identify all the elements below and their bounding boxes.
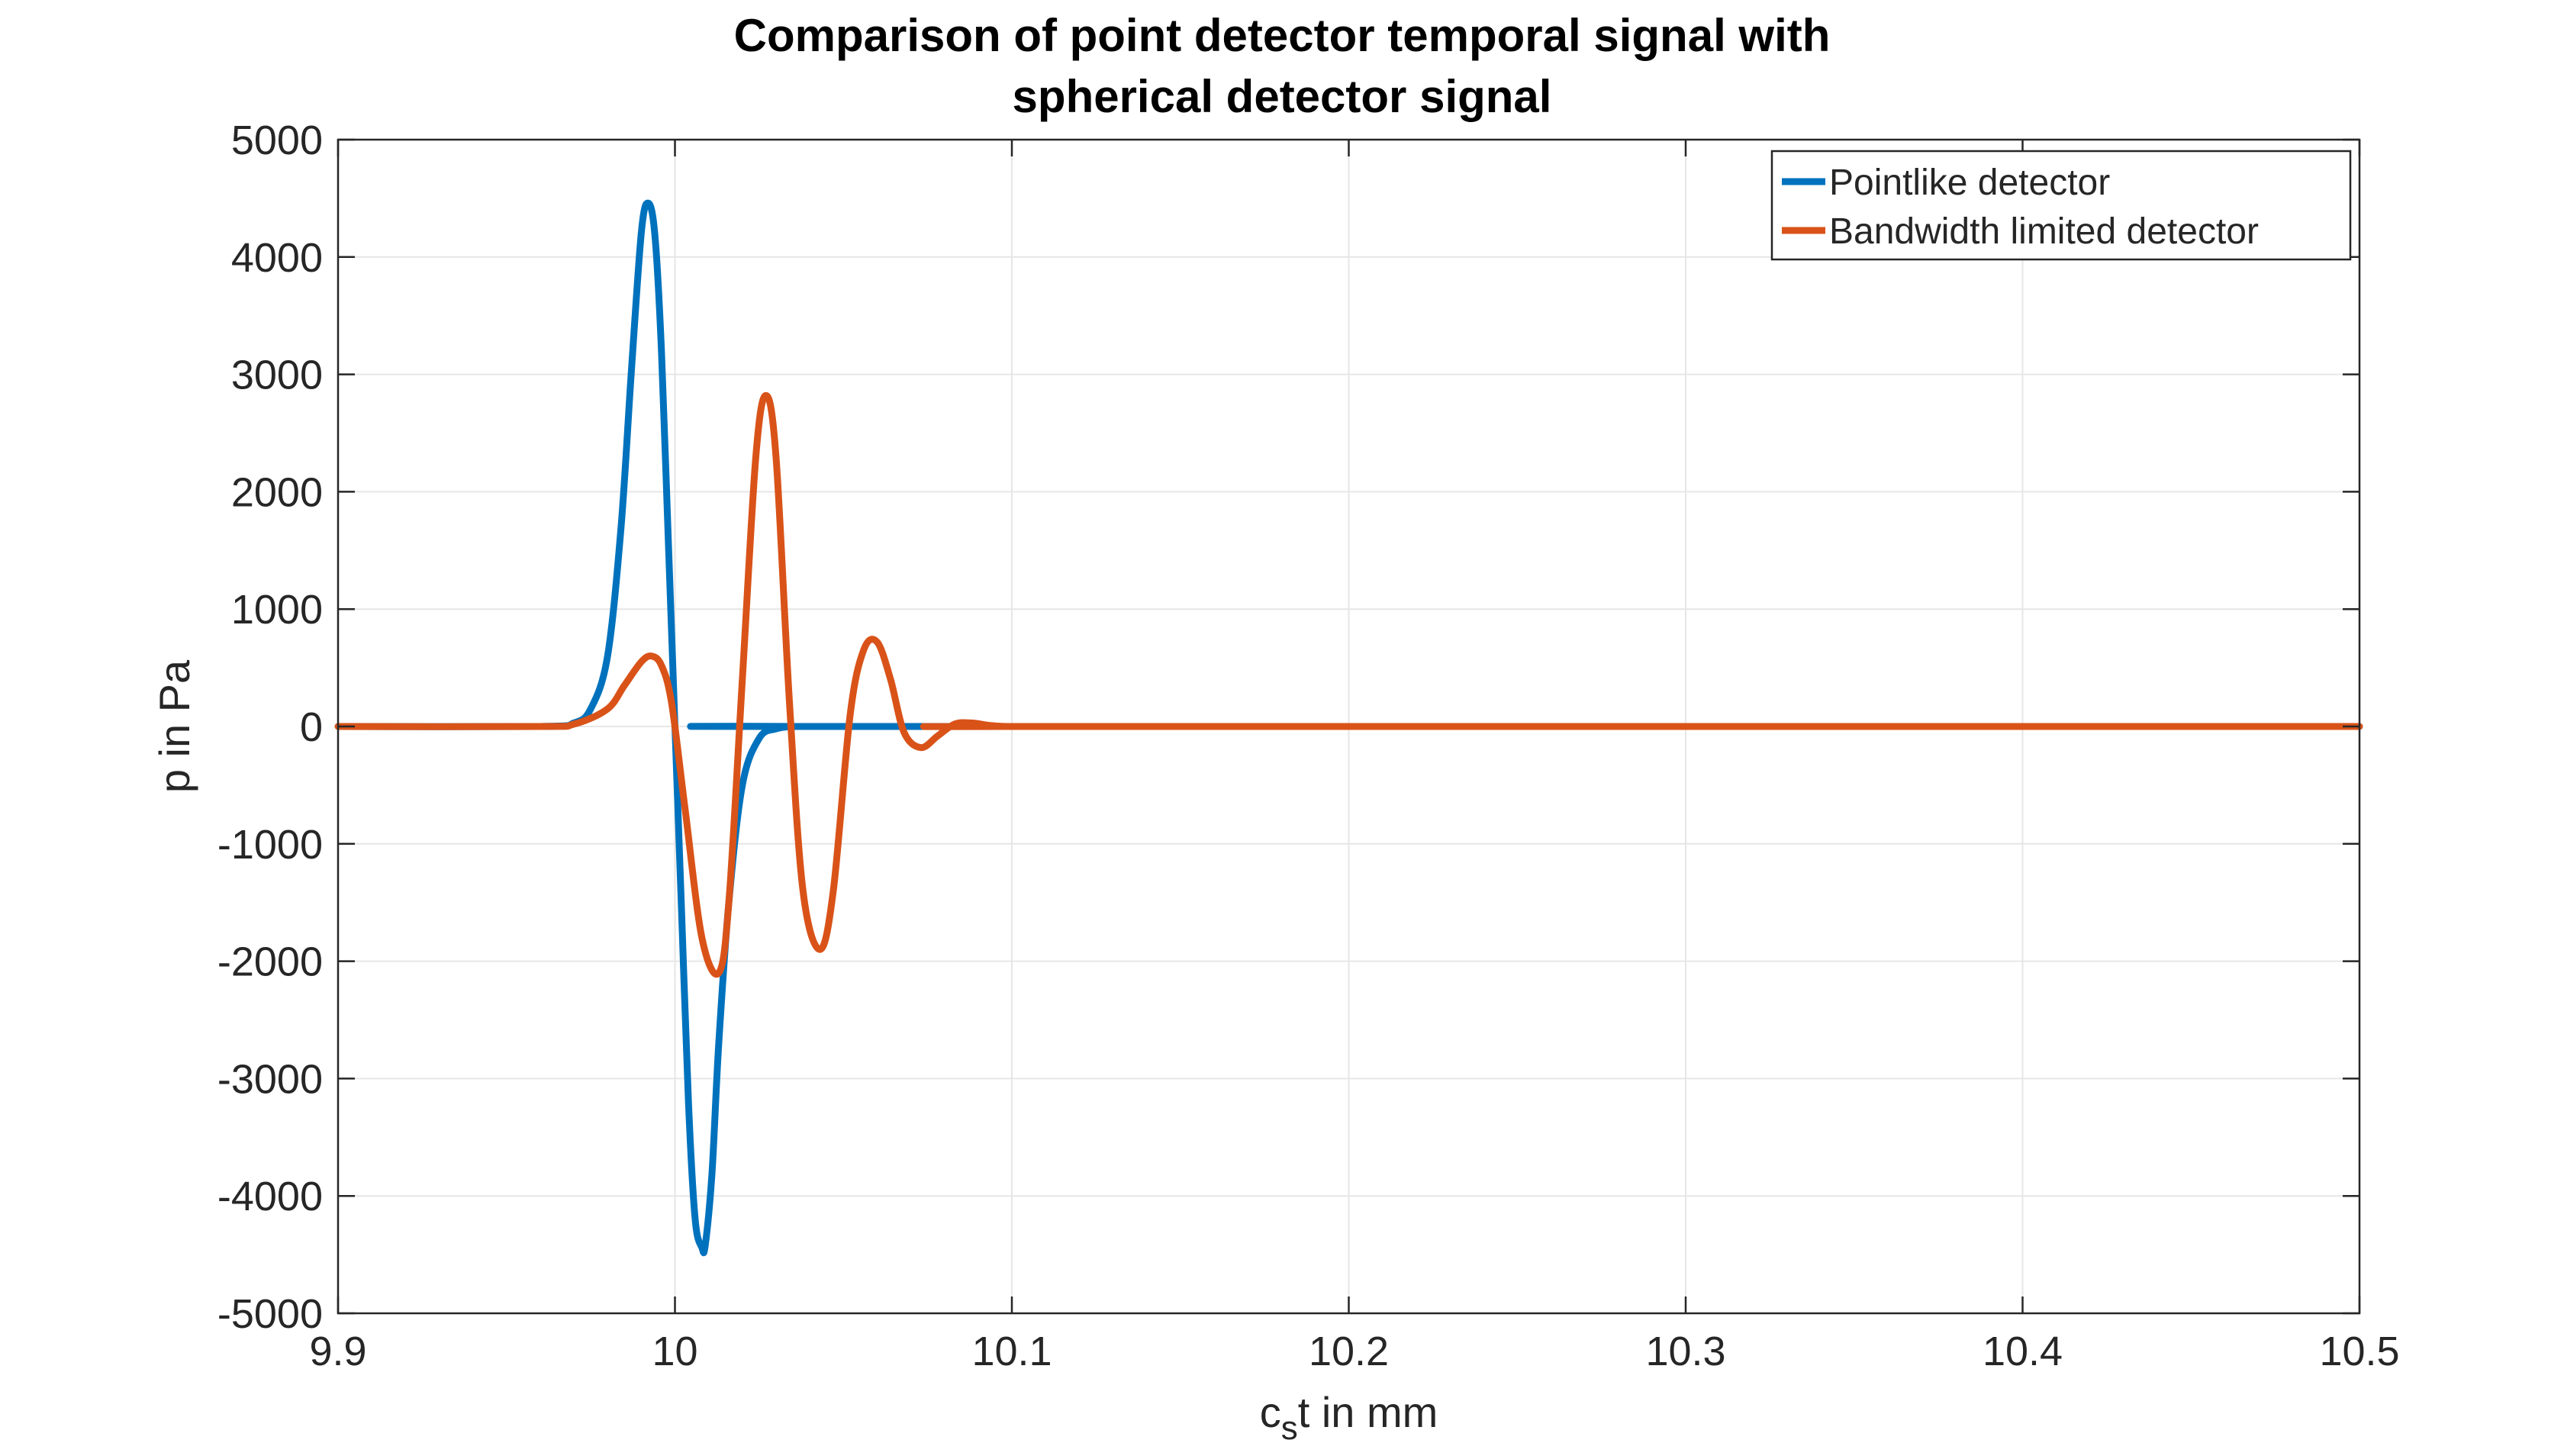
y-tick-label: -5000 [217,1291,323,1337]
x-tick-label: 10.5 [2319,1329,2399,1374]
y-tick-label: 5000 [231,118,323,163]
x-axis-label-main: c [1260,1388,1281,1436]
y-tick-label: 1000 [231,587,323,633]
x-tick-label: 9.9 [309,1329,366,1374]
chart-title-line-1: Comparison of point detector temporal si… [733,10,1831,61]
y-tick-label: -4000 [217,1174,323,1219]
legend-label-bandwidth: Bandwidth limited detector [1829,211,2259,252]
series-lines [334,199,2363,1257]
y-tick-label: -1000 [217,822,323,868]
tick-labels: 9.9 10 10.1 10.2 10.3 10.4 10.5 -5000 -4000 -3000… [217,118,2400,1374]
x-axis-label-subscript: s [1281,1409,1298,1447]
y-tick-label: 3000 [231,353,323,398]
ticks [337,138,2361,1315]
x-tick-label: 10.4 [1983,1329,2063,1374]
legend: Pointlike detector Bandwidth limited det… [1770,150,2352,261]
y-tick-label: 2000 [231,469,323,515]
x-tick-label: 10 [652,1329,697,1374]
series-line-bandwidth [334,391,2363,978]
y-tick-label: -2000 [217,939,323,985]
x-tick-label: 10.3 [1645,1329,1725,1374]
y-tick-label: 0 [300,704,323,750]
x-tick-label: 10.2 [1309,1329,1389,1374]
legend-box [1770,150,2352,261]
y-tick-label: -3000 [217,1056,323,1102]
y-tick-label: 4000 [231,235,323,281]
legend-label-pointlike: Pointlike detector [1829,163,2110,203]
x-axis-label-rest: t in mm [1298,1388,1438,1436]
chart-title-line-2: spherical detector signal [1012,71,1552,122]
x-axis-label: cst in mm [1260,1388,1438,1447]
series-line-pointlike [334,199,2363,1257]
y-axis-label: p in Pa [150,659,198,793]
x-tick-label: 10.1 [971,1329,1052,1374]
